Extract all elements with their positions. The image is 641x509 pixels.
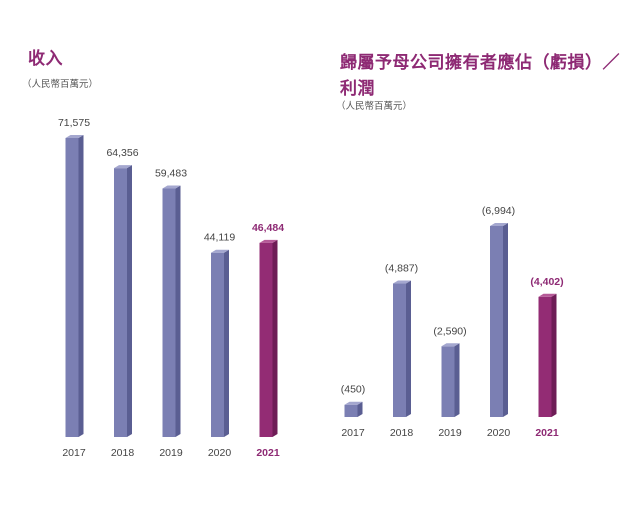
- bar-front-face: [211, 252, 224, 437]
- profit-bar-2020: [490, 223, 508, 417]
- profit-chart-title-line1: 歸屬予母公司擁有者應佔（虧損）／: [340, 53, 620, 73]
- bar-side-face: [127, 165, 132, 437]
- profit-value-label-2021: (4,402): [530, 276, 563, 288]
- bar-top-face: [538, 293, 557, 297]
- profit-value-label-2017: (450): [341, 384, 366, 396]
- revenue-chart: 71,575 2017 64,356 2018 59,483 2019 44,119 2020…: [58, 117, 284, 459]
- revenue-bar-2021: [259, 239, 278, 437]
- revenue-chart-title: 收入: [28, 49, 63, 69]
- revenue-bar-2018: [114, 165, 132, 437]
- bar-side-face: [454, 343, 460, 417]
- bar-top-face: [162, 185, 181, 189]
- profit-bar-2021: [538, 293, 557, 417]
- bar-top-face: [393, 280, 411, 284]
- revenue-year-label-2021: 2021: [256, 447, 280, 459]
- bar-front-face: [490, 226, 503, 417]
- bar-side-face: [272, 239, 278, 437]
- bar-top-face: [211, 249, 229, 253]
- revenue-year-label-2018: 2018: [111, 447, 135, 459]
- profit-year-label-2019: 2019: [438, 427, 462, 439]
- profit-chart-title-line2: 利潤: [340, 79, 375, 99]
- bar-top-face: [490, 223, 508, 226]
- bar-front-face: [65, 138, 79, 437]
- bar-side-face: [224, 249, 229, 437]
- bar-front-face: [114, 168, 127, 437]
- revenue-year-label-2019: 2019: [159, 447, 183, 459]
- bar-top-face: [65, 135, 84, 138]
- bar-side-face: [175, 185, 181, 437]
- revenue-bar-2019: [162, 185, 181, 437]
- bar-top-face: [259, 239, 278, 243]
- bar-side-face: [551, 293, 557, 417]
- profit-year-label-2020: 2020: [487, 427, 511, 439]
- revenue-value-label-2021: 46,484: [252, 222, 284, 234]
- revenue-year-label-2017: 2017: [62, 447, 86, 459]
- profit-value-label-2020: (6,994): [482, 205, 515, 217]
- revenue-chart-unit: （人民幣百萬元）: [22, 79, 99, 90]
- bar-side-face: [357, 401, 363, 417]
- profit-chart-unit: （人民幣百萬元）: [336, 101, 413, 112]
- bar-side-face: [406, 280, 411, 417]
- bar-top-face: [344, 401, 363, 405]
- profit-chart: (450) 2017 (4,887) 2018 (2,590) 2019 (6,994) 20…: [341, 205, 564, 439]
- bar-front-face: [538, 296, 552, 417]
- revenue-bar-2020: [211, 249, 229, 437]
- profit-value-label-2019: (2,590): [433, 325, 466, 337]
- bar-side-face: [78, 135, 84, 437]
- profit-value-label-2018: (4,887): [385, 263, 418, 275]
- bar-front-face: [441, 346, 455, 417]
- bar-side-face: [503, 223, 508, 417]
- bar-top-face: [114, 165, 132, 169]
- profit-year-label-2017: 2017: [341, 427, 365, 439]
- profit-year-label-2018: 2018: [390, 427, 414, 439]
- bar-front-face: [259, 242, 273, 437]
- bar-front-face: [344, 404, 358, 417]
- profit-bar-2017: [344, 401, 363, 417]
- revenue-value-label-2019: 59,483: [155, 168, 187, 180]
- revenue-year-label-2020: 2020: [208, 447, 232, 459]
- profit-bar-2019: [441, 343, 460, 417]
- profit-year-label-2021: 2021: [535, 427, 559, 439]
- revenue-value-label-2020: 44,119: [204, 232, 235, 244]
- bar-top-face: [441, 343, 460, 347]
- revenue-value-label-2018: 64,356: [106, 147, 138, 159]
- revenue-value-label-2017: 71,575: [58, 117, 90, 129]
- profit-bar-2018: [393, 280, 411, 417]
- bar-front-face: [393, 283, 406, 417]
- revenue-bar-2017: [65, 135, 84, 437]
- bar-front-face: [162, 188, 176, 437]
